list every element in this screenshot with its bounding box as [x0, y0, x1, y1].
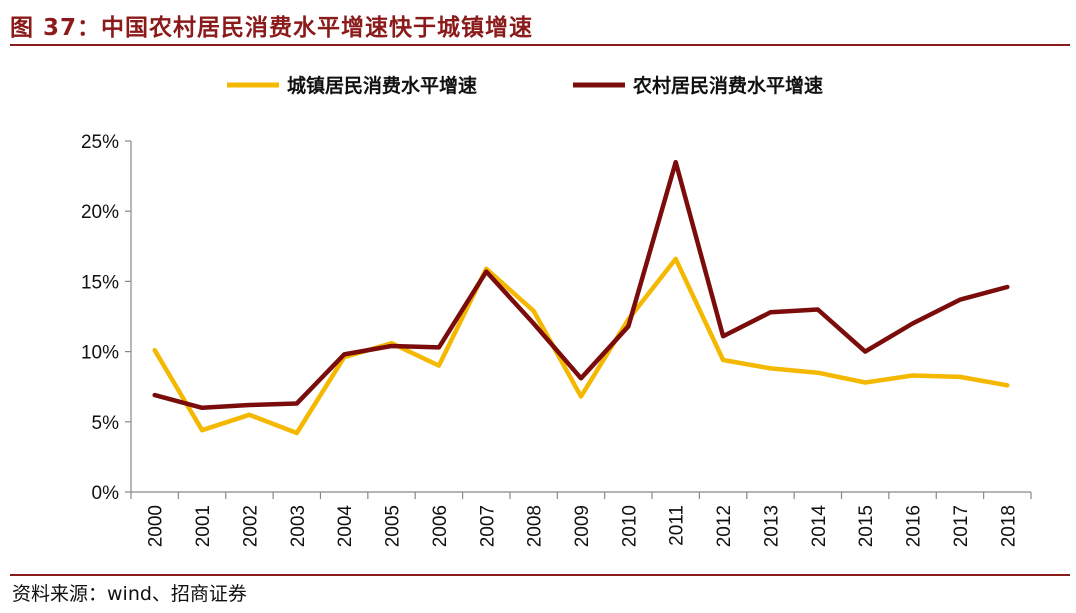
urban-series-line: [152, 256, 1010, 436]
title-divider: [10, 44, 1070, 46]
x-tick-label: 2000: [146, 505, 167, 547]
y-axis-ticks: 0% 5% 10% 15% 20% 25%: [81, 132, 131, 504]
x-tick-label: 2002: [240, 505, 261, 547]
y-tick-label: 10%: [81, 343, 119, 364]
x-tick-label: 2005: [383, 505, 404, 547]
x-tick-label: 2009: [572, 505, 593, 547]
chart-axes: [130, 141, 1031, 493]
legend-label-rural: 农村居民消费水平增速: [632, 74, 823, 97]
chart-series: [152, 159, 1010, 436]
x-tick-label: 2011: [667, 505, 688, 546]
source-note: 资料来源：wind、招商证券: [12, 583, 247, 605]
source-divider: [10, 574, 1070, 576]
x-tick-label: 2012: [714, 505, 735, 547]
x-tick-label: 2016: [904, 505, 925, 547]
x-tick-label: 2010: [619, 505, 640, 547]
x-tick-label: 2017: [951, 505, 972, 547]
x-tick-label: 2006: [430, 505, 451, 547]
x-tick-label: 2014: [809, 505, 830, 548]
y-tick-label: 20%: [81, 202, 119, 223]
y-tick-label: 25%: [81, 132, 119, 153]
rural-series-line: [152, 159, 1010, 411]
x-tick-label: 2007: [477, 505, 498, 547]
y-tick-label: 5%: [92, 413, 120, 434]
x-tick-label: 2004: [335, 505, 356, 548]
y-tick-label: 15%: [81, 272, 119, 293]
x-tick-label: 2015: [856, 505, 877, 547]
chart-legend: 城镇居民消费水平增速 农村居民消费水平增速: [227, 74, 823, 97]
figure-title: 图 37：中国农村居民消费水平增速快于城镇增速: [10, 15, 534, 41]
x-tick-label: 2013: [761, 505, 782, 547]
legend-label-urban: 城镇居民消费水平增速: [287, 74, 477, 97]
x-axis-ticks: 2000 2001 2002 2003 2004 2005 2006 2007 2008 2009…: [130, 492, 1032, 548]
x-tick-label: 2008: [525, 505, 546, 547]
y-tick-label: 0%: [92, 483, 120, 504]
x-tick-label: 2001: [193, 505, 214, 547]
x-tick-label: 2018: [998, 505, 1019, 547]
x-tick-label: 2003: [288, 505, 309, 547]
